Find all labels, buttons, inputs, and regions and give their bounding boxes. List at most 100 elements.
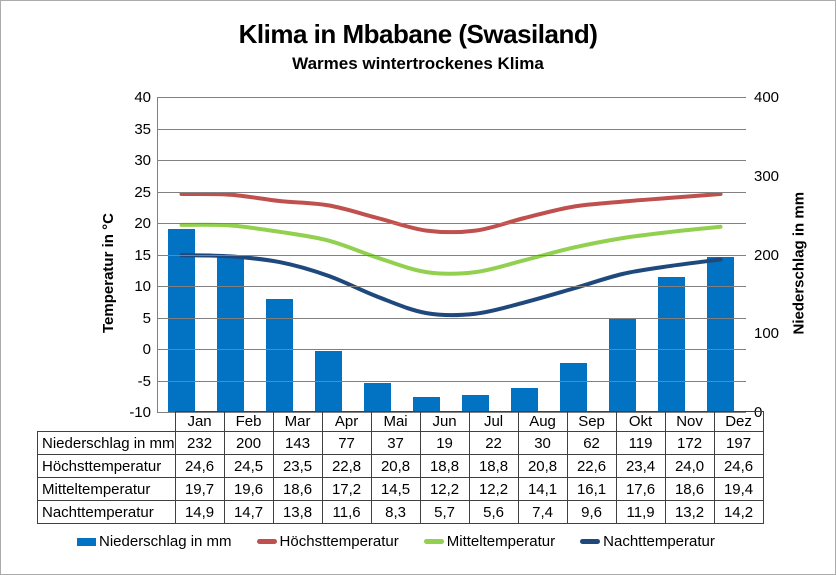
gridline xyxy=(157,380,746,382)
month-header: Nov xyxy=(664,411,715,432)
legend-label: Höchsttemperatur xyxy=(279,533,399,550)
table-cell: 14,9 xyxy=(174,500,225,524)
table-cell: 9,6 xyxy=(566,500,617,524)
legend-item: Höchsttemperatur xyxy=(256,533,399,550)
row-label: Mitteltemperatur xyxy=(37,477,176,501)
table-cell: 19 xyxy=(419,431,470,455)
table-cell: 19,4 xyxy=(713,477,764,501)
table-cell: 77 xyxy=(321,431,372,455)
table-row: Nachttemperatur 14,9 14,7 13,8 11,6 8,3 5,7 5,6… xyxy=(37,500,764,524)
table-cell: 5,7 xyxy=(419,500,470,524)
plot-area xyxy=(157,97,746,413)
chart-legend: Niederschlag in mm Höchsttemperatur Mittel… xyxy=(77,533,715,550)
table-cell: 19,7 xyxy=(174,477,225,501)
left-axis-tick: 15 xyxy=(134,246,151,264)
table-cell: 5,6 xyxy=(468,500,519,524)
table-cell: 143 xyxy=(272,431,323,455)
line-Nachttemperatur xyxy=(179,253,723,318)
left-axis-tick: 30 xyxy=(134,152,151,169)
right-axis-tick: 400 xyxy=(754,89,780,106)
left-axis-tick: 5 xyxy=(142,309,151,327)
table-corner xyxy=(38,412,176,432)
table-cell: 18,8 xyxy=(468,454,519,478)
month-header: Feb xyxy=(223,411,274,432)
table-cell: 18,6 xyxy=(272,477,323,501)
legend-line-swatch-icon xyxy=(256,539,277,544)
legend-item: Mitteltemperatur xyxy=(423,533,556,550)
legend-label: Nachttemperatur xyxy=(603,533,715,550)
month-header: Jan xyxy=(174,411,225,432)
bar-Okt xyxy=(609,318,636,412)
row-label: Nachttemperatur xyxy=(37,500,176,524)
table-cell: 14,5 xyxy=(370,477,421,501)
table-cell: 200 xyxy=(223,431,274,455)
table-cell: 24,5 xyxy=(223,454,274,478)
left-axis-tick: 10 xyxy=(134,278,151,295)
table-cell: 12,2 xyxy=(468,477,519,501)
month-header: Mar xyxy=(272,411,323,432)
legend-bar-swatch-icon xyxy=(77,537,96,546)
bar-Dez xyxy=(707,256,734,412)
legend-line-swatch-icon xyxy=(580,539,601,544)
gridline xyxy=(157,254,746,256)
table-cell: 11,6 xyxy=(321,500,372,524)
table-cell: 14,7 xyxy=(223,500,274,524)
table-cell: 24,0 xyxy=(664,454,715,478)
gridline xyxy=(157,349,746,350)
table-cell: 11,9 xyxy=(615,500,666,524)
gridline xyxy=(157,317,746,319)
bar-Sep xyxy=(560,363,587,412)
table-cell: 19,6 xyxy=(223,477,274,501)
left-axis-tick: 20 xyxy=(134,215,151,232)
row-label: Höchsttemperatur xyxy=(37,454,176,478)
table-cell: 20,8 xyxy=(370,454,421,478)
month-header: Sep xyxy=(566,411,617,432)
chart-subtitle: Warmes wintertrockenes Klima xyxy=(292,54,544,73)
table-cell: 30 xyxy=(517,431,568,455)
table-cell: 23,4 xyxy=(615,454,666,478)
table-cell: 24,6 xyxy=(713,454,764,478)
gridline xyxy=(157,286,746,287)
month-header: Dez xyxy=(713,411,764,432)
bar-Jul xyxy=(462,394,489,412)
month-header: Mai xyxy=(370,411,421,432)
table-cell: 232 xyxy=(174,431,225,455)
gridline xyxy=(157,223,746,224)
month-header: Jun xyxy=(419,411,470,432)
bar-Jun xyxy=(413,397,440,412)
legend-label: Mitteltemperatur xyxy=(446,533,556,550)
table-cell: 23,5 xyxy=(272,454,323,478)
gridline xyxy=(157,97,746,98)
table-cell: 197 xyxy=(713,431,764,455)
data-table: Jan Feb Mar Apr Mai Jun Jul Aug Sep Okt Nov Dez Nied… xyxy=(37,411,764,524)
month-header: Okt xyxy=(615,411,666,432)
chart-title: Klima in Mbabane (Swasiland) xyxy=(238,19,598,49)
month-header: Apr xyxy=(321,411,372,432)
table-cell: 13,2 xyxy=(664,500,715,524)
left-axis-tick: 40 xyxy=(134,89,151,106)
gridline xyxy=(157,128,746,130)
left-axis-tick: 0 xyxy=(142,341,151,358)
table-cell: 24,6 xyxy=(174,454,225,478)
table-row: Höchsttemperatur 24,6 24,5 23,5 22,8 20,8 18,8… xyxy=(37,454,764,478)
right-axis-tick: 300 xyxy=(754,167,780,185)
table-cell: 7,4 xyxy=(517,500,568,524)
left-axis-tick: -10 xyxy=(129,404,151,421)
left-axis-tick: -5 xyxy=(137,372,151,390)
table-cell: 14,1 xyxy=(517,477,568,501)
bar-Feb xyxy=(217,254,244,412)
table-cell: 22 xyxy=(468,431,519,455)
table-cell: 12,2 xyxy=(419,477,470,501)
month-header: Jul xyxy=(468,411,519,432)
legend-line-swatch-icon xyxy=(423,539,444,544)
right-axis-tick: 200 xyxy=(754,246,780,264)
legend-label: Niederschlag in mm xyxy=(99,533,232,550)
legend-item: Nachttemperatur xyxy=(580,533,715,550)
table-cell: 62 xyxy=(566,431,617,455)
table-cell: 20,8 xyxy=(517,454,568,478)
table-cell: 17,2 xyxy=(321,477,372,501)
legend-item: Niederschlag in mm xyxy=(77,533,232,550)
temperature-lines xyxy=(179,191,723,318)
table-cell: 8,3 xyxy=(370,500,421,524)
